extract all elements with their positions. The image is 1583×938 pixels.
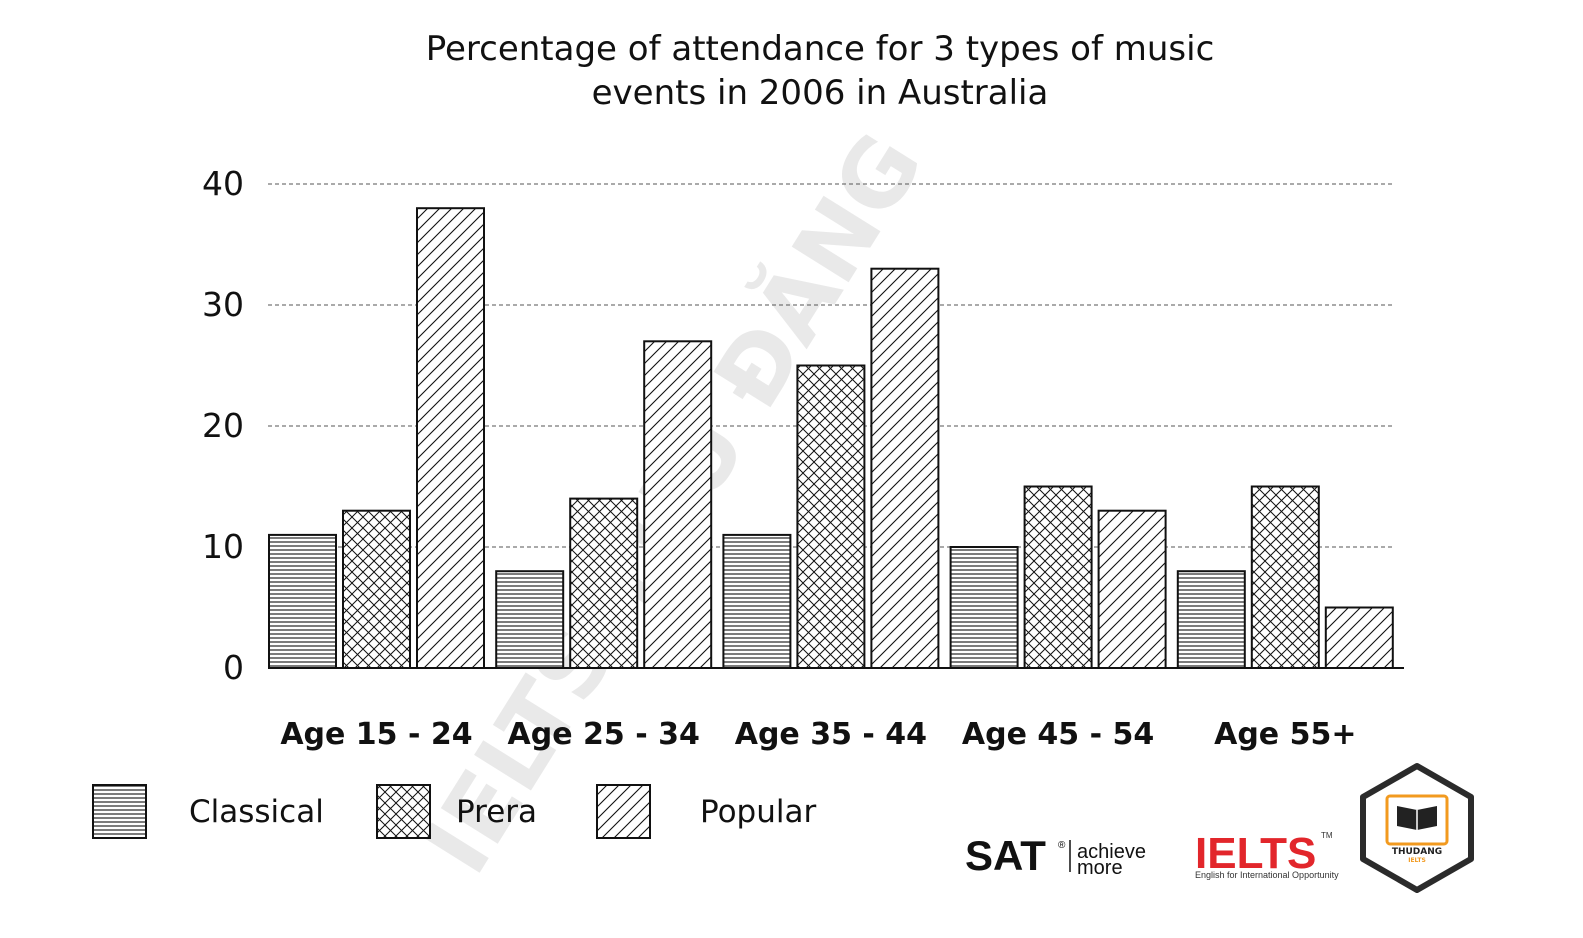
y-tick-label: 10 bbox=[202, 527, 244, 566]
bar-classical-1 bbox=[268, 533, 337, 670]
legend-swatch-classical bbox=[92, 784, 147, 839]
bar-classical-3 bbox=[722, 533, 792, 670]
badge-sub: IELTS bbox=[1408, 857, 1426, 864]
sat-logo-text: SAT bbox=[965, 832, 1046, 879]
x-axis-categories: Age 15 - 24 Age 25 - 34 Age 35 - 44 Age 45 … bbox=[280, 717, 1356, 752]
bar-prera-5 bbox=[1250, 485, 1320, 669]
x-category-label: Age 55+ bbox=[1214, 717, 1356, 752]
bar-prera-4 bbox=[1023, 485, 1093, 669]
x-category-label: Age 15 - 24 bbox=[280, 717, 472, 752]
ielts-logo: IELTS TM English for International Oppor… bbox=[1195, 829, 1339, 880]
y-tick-label: 20 bbox=[202, 406, 244, 445]
legend-label-prera: Prera bbox=[456, 794, 537, 830]
x-category-label: Age 25 - 34 bbox=[508, 717, 700, 752]
sat-registered-mark: ® bbox=[1058, 840, 1066, 851]
y-tick-label: 30 bbox=[202, 285, 244, 324]
bar-classical-2 bbox=[495, 570, 565, 670]
sat-logo: SAT ® achieve more bbox=[965, 832, 1146, 879]
bar-popular-5 bbox=[1324, 606, 1394, 669]
x-category-label: Age 35 - 44 bbox=[735, 717, 927, 752]
bar-popular-4 bbox=[1097, 509, 1167, 670]
legend-swatch-prera bbox=[376, 784, 431, 839]
sat-tagline-2: more bbox=[1077, 857, 1123, 879]
y-axis-ticks: 0 10 20 30 40 bbox=[202, 164, 244, 687]
legend-label-classical: Classical bbox=[189, 794, 324, 830]
bar-popular-1 bbox=[416, 207, 485, 669]
bar-prera-3 bbox=[796, 364, 866, 669]
legend: Classical Prera Popular bbox=[92, 784, 816, 839]
ielts-trademark: TM bbox=[1321, 831, 1333, 840]
legend-swatch-popular bbox=[596, 784, 651, 839]
ielts-logo-text: IELTS bbox=[1195, 829, 1316, 878]
bar-prera-2 bbox=[569, 497, 639, 669]
bar-classical-5 bbox=[1176, 570, 1246, 670]
sat-tagline-1: achieve bbox=[1077, 841, 1146, 863]
y-tick-label: 0 bbox=[223, 648, 244, 687]
ielts-subtitle: English for International Opportunity bbox=[1195, 870, 1339, 880]
chart-title-line-1: Percentage of attendance for 3 types of … bbox=[426, 29, 1215, 69]
bar-popular-2 bbox=[643, 340, 713, 669]
bars bbox=[268, 207, 1394, 670]
bar-prera-1 bbox=[342, 509, 411, 670]
badge-name: THUDANG bbox=[1392, 847, 1442, 857]
x-category-label: Age 45 - 54 bbox=[962, 717, 1154, 752]
chart-title-line-2: events in 2006 in Australia bbox=[592, 73, 1049, 113]
legend-label-popular: Popular bbox=[700, 794, 816, 830]
bar-popular-3 bbox=[870, 267, 940, 669]
y-tick-label: 40 bbox=[202, 164, 244, 203]
thudang-badge-logo: THUDANG IELTS bbox=[1360, 763, 1474, 893]
bar-classical-4 bbox=[949, 546, 1019, 669]
